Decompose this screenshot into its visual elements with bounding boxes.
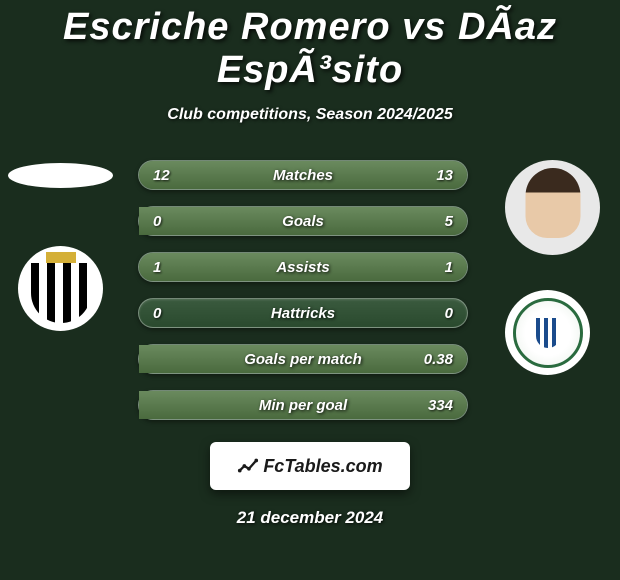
stat-row: 1 Assists 1 <box>138 252 468 282</box>
page-title: Escriche Romero vs DÃ­az EspÃ³sito <box>0 6 620 92</box>
badge-right-stripes-icon <box>536 318 560 348</box>
club-badge-right <box>505 290 590 375</box>
page-subtitle: Club competitions, Season 2024/2025 <box>0 106 620 124</box>
stat-row: 0 Goals 5 <box>138 206 468 236</box>
stat-right-value: 5 <box>445 213 453 230</box>
left-player-column <box>8 160 113 331</box>
stat-left-value: 0 <box>153 213 161 230</box>
stat-right-value: 0 <box>445 305 453 322</box>
stat-right-value: 0.38 <box>424 351 453 368</box>
stat-right-value: 13 <box>436 167 453 184</box>
stat-right-value: 1 <box>445 259 453 276</box>
stat-left-value: 0 <box>153 305 161 322</box>
face-placeholder-icon <box>525 168 580 238</box>
stat-bars: 12 Matches 13 0 Goals 5 1 Assists 1 0 Ha… <box>138 160 468 436</box>
right-player-column <box>505 160 600 375</box>
comparison-content: 12 Matches 13 0 Goals 5 1 Assists 1 0 Ha… <box>0 160 620 430</box>
stat-row: 12 Matches 13 <box>138 160 468 190</box>
stat-row: 0 Hattricks 0 <box>138 298 468 328</box>
player-photo-left <box>8 163 113 188</box>
stat-label: Matches <box>273 167 333 184</box>
stat-label: Hattricks <box>271 305 335 322</box>
stat-row: Goals per match 0.38 <box>138 344 468 374</box>
footer-date: 21 december 2024 <box>0 508 620 528</box>
brand-badge: FcTables.com <box>210 442 410 490</box>
player-photo-right <box>505 160 600 255</box>
badge-stripes-icon <box>31 263 91 323</box>
stat-left-value: 1 <box>153 259 161 276</box>
stat-right-value: 334 <box>428 397 453 414</box>
brand-text: FcTables.com <box>263 456 382 477</box>
stat-row: Min per goal 334 <box>138 390 468 420</box>
stat-label: Goals per match <box>244 351 362 368</box>
stat-left-value: 12 <box>153 167 170 184</box>
stat-label: Min per goal <box>259 397 347 414</box>
club-badge-left <box>18 246 103 331</box>
stat-label: Goals <box>282 213 324 230</box>
badge-right-ring-icon <box>513 298 583 368</box>
chart-icon <box>237 455 259 477</box>
stat-label: Assists <box>276 259 329 276</box>
